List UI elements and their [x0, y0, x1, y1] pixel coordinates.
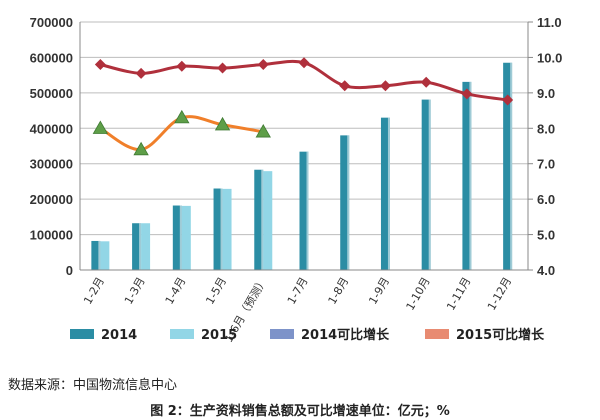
legend-item: 2015	[170, 328, 237, 343]
bar-2014	[503, 62, 513, 270]
legend-item: 2015可比增长	[425, 327, 545, 343]
bar-series	[91, 62, 513, 271]
growth-2014-point	[257, 59, 269, 71]
bar-2014-highlight	[469, 81, 472, 270]
bar-2014-highlight	[261, 169, 264, 270]
growth-2014-point	[420, 76, 432, 88]
growth-2014-point	[135, 67, 147, 79]
bar-2014-highlight	[428, 99, 431, 271]
x-tick-label: 1-10月	[404, 275, 433, 313]
left-axis: 0 100000 200000 300000 400000 500000 600000 700…	[30, 15, 81, 278]
right-axis: 4.0 5.0 6.0 7.0 8.0 9.0 10.0 11.0	[527, 15, 562, 278]
bar-2014	[421, 99, 431, 271]
bar-2014	[213, 188, 223, 270]
left-tick-label: 500000	[30, 86, 73, 101]
growth-2014-point	[339, 80, 351, 92]
x-tick-label: 1-8月	[326, 275, 352, 307]
legend-swatch	[70, 329, 94, 339]
left-tick-label: 200000	[30, 192, 73, 207]
bar-2014-highlight	[220, 188, 223, 270]
growth-2014-point	[502, 94, 514, 106]
growth-2015-point	[92, 120, 109, 134]
left-tick-label: 0	[66, 263, 73, 278]
left-tick-label: 100000	[30, 228, 73, 243]
x-tick-label: 1-12月	[485, 275, 514, 313]
bar-2014-highlight	[179, 205, 182, 270]
growth-2015-point	[255, 124, 271, 138]
legend-item: 2014可比增长	[270, 327, 390, 343]
bar-2014	[254, 169, 264, 270]
left-tick-label: 400000	[30, 121, 73, 136]
growth-2014-point	[217, 62, 229, 74]
bar-2015	[181, 205, 191, 270]
line-series	[92, 57, 514, 156]
left-tick-label: 300000	[30, 157, 73, 172]
figure-caption: 图 2：生产资料销售总额及可比增速单位：亿元；%	[150, 404, 450, 419]
growth-2014-point	[298, 57, 310, 69]
bar-2014	[462, 81, 472, 270]
legend-label: 2015	[201, 328, 237, 343]
x-tick-label: 1-4月	[163, 275, 189, 307]
bar-2014	[132, 223, 142, 270]
legend-item: 2014	[70, 328, 137, 343]
growth-2014-point	[379, 80, 391, 92]
bar-2014	[340, 135, 350, 270]
growth-2014-point	[176, 60, 188, 72]
x-tick-label: 1-9月	[366, 275, 392, 307]
growth-2015-point	[214, 116, 231, 131]
legend-label: 2014	[101, 328, 137, 343]
bar-2014-highlight	[98, 240, 101, 270]
bar-2014	[380, 117, 390, 271]
x-tick-label: 1-11月	[444, 275, 473, 313]
bar-2014-highlight	[139, 223, 142, 270]
data-source-note: 数据来源：中国物流信息中心	[8, 378, 178, 393]
legend-swatch	[170, 329, 194, 339]
bar-2015	[141, 223, 151, 270]
x-tick-label: 1-3月	[122, 275, 148, 307]
x-tick-label: 1-7月	[285, 275, 311, 307]
legend-label: 2014可比增长	[301, 327, 390, 343]
right-tick-label: 9.0	[537, 86, 555, 101]
x-tick-label: 1-5月	[203, 275, 229, 307]
growth-2014-point	[94, 59, 106, 71]
bar-2015	[222, 188, 232, 270]
bar-2015	[263, 171, 273, 270]
left-tick-label: 700000	[30, 15, 73, 30]
right-tick-label: 6.0	[537, 192, 555, 207]
right-tick-label: 4.0	[537, 263, 555, 278]
chart: 0 100000 200000 300000 400000 500000 600000 700…	[30, 15, 563, 345]
bar-2014-highlight	[347, 135, 350, 270]
bar-2015	[100, 241, 110, 270]
bar-2014	[91, 240, 101, 270]
right-tick-label: 10.0	[537, 50, 562, 65]
growth-2014-point	[461, 88, 473, 100]
legend-swatch	[425, 329, 449, 339]
right-tick-label: 8.0	[537, 121, 555, 136]
legend: 2014 2015 2014可比增长 2015可比增长	[70, 327, 545, 343]
bar-2014-highlight	[387, 117, 390, 271]
right-tick-label: 11.0	[537, 15, 562, 30]
growth-2015-point	[174, 109, 190, 124]
bar-2014-highlight	[510, 62, 513, 270]
legend-label: 2015可比增长	[456, 327, 545, 343]
legend-swatch	[270, 329, 294, 339]
bar-2014	[172, 205, 182, 270]
right-tick-label: 7.0	[537, 157, 555, 172]
right-tick-label: 5.0	[537, 228, 555, 243]
bar-2014	[299, 151, 309, 270]
left-tick-label: 600000	[30, 50, 73, 65]
growth-2015-point	[133, 141, 149, 156]
x-tick-label: 1-2月	[81, 275, 107, 307]
bar-2014-highlight	[306, 151, 309, 270]
